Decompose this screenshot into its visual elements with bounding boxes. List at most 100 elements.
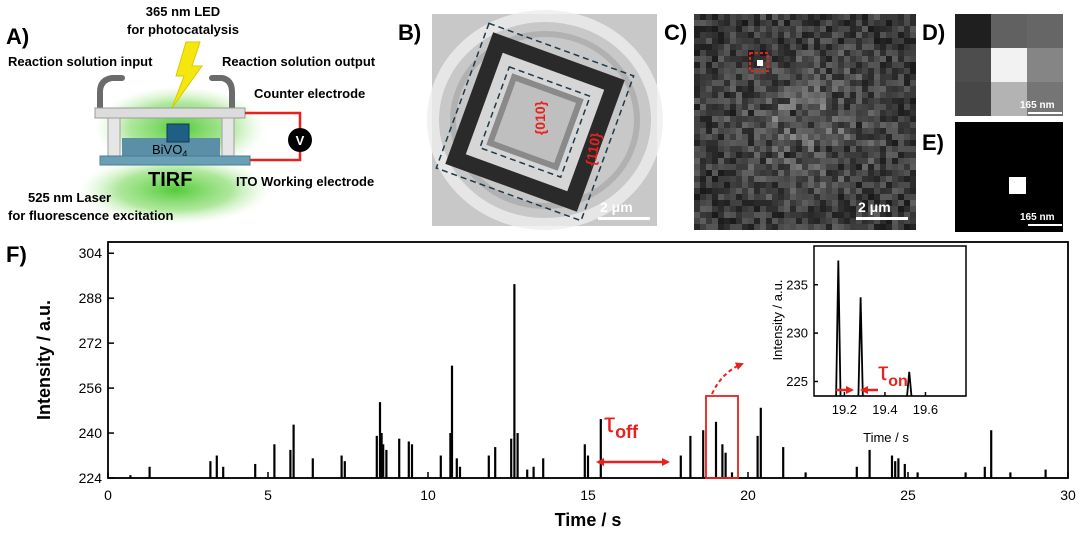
noise-pixel (844, 62, 850, 68)
noise-pixel (904, 164, 910, 170)
noise-pixel (760, 152, 766, 158)
noise-pixel (820, 44, 826, 50)
noise-pixel (748, 44, 754, 50)
noise-pixel (826, 26, 832, 32)
noise-pixel (742, 224, 748, 230)
noise-pixel (700, 146, 706, 152)
noise-pixel (790, 122, 796, 128)
noise-pixel (706, 188, 712, 194)
noise-pixel (718, 176, 724, 182)
noise-pixel (868, 68, 874, 74)
noise-pixel (778, 188, 784, 194)
noise-pixel (820, 14, 826, 20)
noise-pixel (826, 62, 832, 68)
noise-pixel (904, 62, 910, 68)
noise-pixel (790, 26, 796, 32)
noise-pixel (844, 26, 850, 32)
noise-pixel (694, 56, 700, 62)
noise-pixel (880, 68, 886, 74)
noise-pixel (832, 170, 838, 176)
noise-pixel (730, 170, 736, 176)
noise-pixel (706, 74, 712, 80)
noise-pixel (712, 212, 718, 218)
noise-pixel (712, 170, 718, 176)
noise-pixel (856, 68, 862, 74)
noise-pixel (730, 206, 736, 212)
noise-pixel (850, 38, 856, 44)
noise-pixel (898, 116, 904, 122)
noise-pixel (802, 32, 808, 38)
noise-pixel (718, 110, 724, 116)
noise-pixel (814, 20, 820, 26)
noise-pixel (784, 116, 790, 122)
noise-pixel (910, 158, 916, 164)
noise-pixel (886, 224, 892, 230)
noise-pixel (868, 62, 874, 68)
noise-pixel (742, 26, 748, 32)
noise-pixel (760, 116, 766, 122)
y-tick-label: 230 (786, 326, 808, 341)
noise-pixel (742, 164, 748, 170)
noise-pixel (886, 62, 892, 68)
noise-pixel (898, 20, 904, 26)
noise-pixel (742, 176, 748, 182)
noise-pixel (754, 218, 760, 224)
noise-pixel (874, 62, 880, 68)
noise-pixel (868, 206, 874, 212)
inset-series (814, 260, 966, 397)
noise-pixel (790, 176, 796, 182)
noise-pixel (736, 86, 742, 92)
noise-pixel (862, 62, 868, 68)
panel-e-scale-label: 165 nm (1020, 212, 1055, 223)
noise-pixel (898, 194, 904, 200)
noise-pixel (718, 74, 724, 80)
noise-pixel (754, 26, 760, 32)
noise-pixel (880, 86, 886, 92)
panel-e-label: E) (922, 130, 944, 155)
noise-pixel (712, 176, 718, 182)
noise-pixel (730, 26, 736, 32)
noise-pixel (826, 128, 832, 134)
noise-pixel (748, 218, 754, 224)
noise-pixel (850, 128, 856, 134)
noise-pixel (748, 200, 754, 206)
noise-pixel (712, 200, 718, 206)
panel-c: C) 2 μm (664, 14, 916, 230)
noise-pixel (826, 32, 832, 38)
noise-pixel (754, 224, 760, 230)
noise-pixel (910, 128, 916, 134)
noise-pixel (820, 104, 826, 110)
noise-pixel (748, 170, 754, 176)
noise-pixel (904, 152, 910, 158)
noise-pixel (730, 44, 736, 50)
zoom-grid-cell (991, 14, 1027, 48)
noise-pixel (796, 26, 802, 32)
noise-pixel (844, 122, 850, 128)
noise-pixel (904, 20, 910, 26)
noise-pixel (694, 134, 700, 140)
noise-pixel (742, 128, 748, 134)
noise-pixel (802, 26, 808, 32)
noise-pixel (718, 170, 724, 176)
noise-pixel (844, 218, 850, 224)
noise-pixel (898, 152, 904, 158)
noise-pixel (778, 146, 784, 152)
noise-pixel (772, 176, 778, 182)
noise-pixel (856, 122, 862, 128)
noise-pixel (844, 194, 850, 200)
noise-pixel (730, 62, 736, 68)
noise-pixel (790, 74, 796, 80)
noise-pixel (724, 32, 730, 38)
noise-pixel (898, 146, 904, 152)
noise-pixel (856, 158, 862, 164)
noise-pixel (742, 32, 748, 38)
noise-pixel (772, 14, 778, 20)
noise-pixel (874, 146, 880, 152)
noise-pixel (760, 206, 766, 212)
noise-pixel (712, 20, 718, 26)
noise-pixel (874, 182, 880, 188)
laser-glow-bottom (80, 156, 270, 224)
noise-pixel (874, 206, 880, 212)
noise-pixel (712, 50, 718, 56)
noise-pixel (802, 44, 808, 50)
